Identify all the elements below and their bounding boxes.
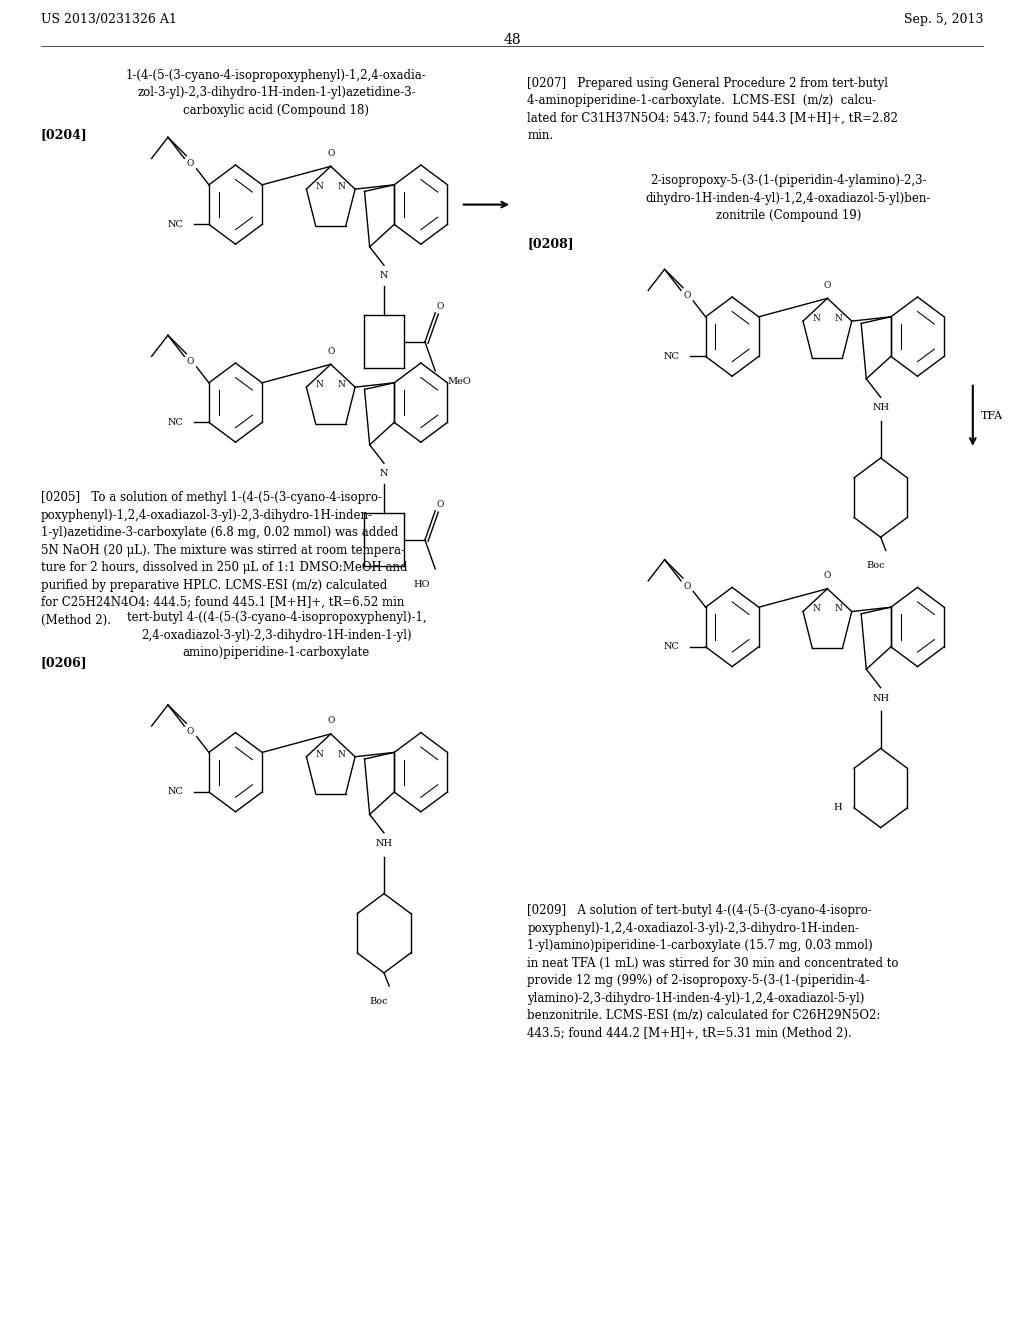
Text: NC: NC: [664, 352, 680, 360]
Text: O: O: [436, 302, 444, 310]
Text: N: N: [812, 605, 820, 614]
Text: O: O: [683, 292, 691, 300]
Text: [0204]: [0204]: [41, 128, 88, 141]
Text: NC: NC: [167, 220, 183, 228]
Text: [0207]   Prepared using General Procedure 2 from tert-butyl
4-aminopiperidine-1-: [0207] Prepared using General Procedure …: [527, 77, 898, 143]
Text: [0208]: [0208]: [527, 238, 574, 251]
Text: 48: 48: [503, 33, 521, 48]
Text: MeO: MeO: [447, 378, 471, 385]
Text: NC: NC: [167, 788, 183, 796]
Text: [0209]   A solution of tert-butyl 4-((4-(5-(3-cyano-4-isopro-
poxyphenyl)-1,2,4-: [0209] A solution of tert-butyl 4-((4-(5…: [527, 904, 899, 1040]
Text: Boc: Boc: [370, 997, 388, 1006]
Text: [0206]: [0206]: [41, 656, 88, 669]
Text: TFA: TFA: [981, 411, 1004, 421]
Text: O: O: [327, 149, 335, 157]
Text: N: N: [380, 470, 388, 478]
Text: N: N: [338, 750, 346, 759]
Text: O: O: [327, 717, 335, 725]
Text: N: N: [315, 750, 324, 759]
Text: H: H: [834, 804, 842, 812]
Text: O: O: [823, 281, 831, 289]
Text: N: N: [338, 380, 346, 389]
Text: N: N: [835, 314, 843, 323]
Text: N: N: [315, 182, 324, 191]
Text: NC: NC: [664, 643, 680, 651]
Text: N: N: [338, 182, 346, 191]
Text: Boc: Boc: [866, 561, 885, 570]
Text: O: O: [186, 358, 195, 366]
Text: HO: HO: [414, 581, 430, 589]
Text: 1-(4-(5-(3-cyano-4-isopropoxyphenyl)-1,2,4-oxadia-
zol-3-yl)-2,3-dihydro-1H-inde: 1-(4-(5-(3-cyano-4-isopropoxyphenyl)-1,2…: [126, 69, 427, 116]
Text: N: N: [380, 272, 388, 280]
Text: N: N: [812, 314, 820, 323]
Text: [0205]   To a solution of methyl 1-(4-(5-(3-cyano-4-isopro-
poxyphenyl)-1,2,4-ox: [0205] To a solution of methyl 1-(4-(5-(…: [41, 491, 408, 627]
Text: O: O: [823, 572, 831, 579]
Text: NH: NH: [872, 404, 889, 412]
Text: NH: NH: [376, 840, 392, 847]
Text: N: N: [835, 605, 843, 614]
Text: O: O: [683, 582, 691, 590]
Text: N: N: [315, 380, 324, 389]
Text: O: O: [186, 160, 195, 168]
Text: NH: NH: [872, 694, 889, 702]
Text: tert-butyl 4-((4-(5-(3-cyano-4-isopropoxyphenyl)-1,
2,4-oxadiazol-3-yl)-2,3-dihy: tert-butyl 4-((4-(5-(3-cyano-4-isopropox…: [127, 611, 426, 659]
Text: O: O: [436, 500, 444, 508]
Text: 2-isopropoxy-5-(3-(1-(piperidin-4-ylamino)-2,3-
dihydro-1H-inden-4-yl)-1,2,4-oxa: 2-isopropoxy-5-(3-(1-(piperidin-4-ylamin…: [646, 174, 931, 222]
Text: Sep. 5, 2013: Sep. 5, 2013: [903, 13, 983, 26]
Text: O: O: [186, 727, 195, 735]
Text: O: O: [327, 347, 335, 355]
Text: US 2013/0231326 A1: US 2013/0231326 A1: [41, 13, 177, 26]
Text: NC: NC: [167, 418, 183, 426]
